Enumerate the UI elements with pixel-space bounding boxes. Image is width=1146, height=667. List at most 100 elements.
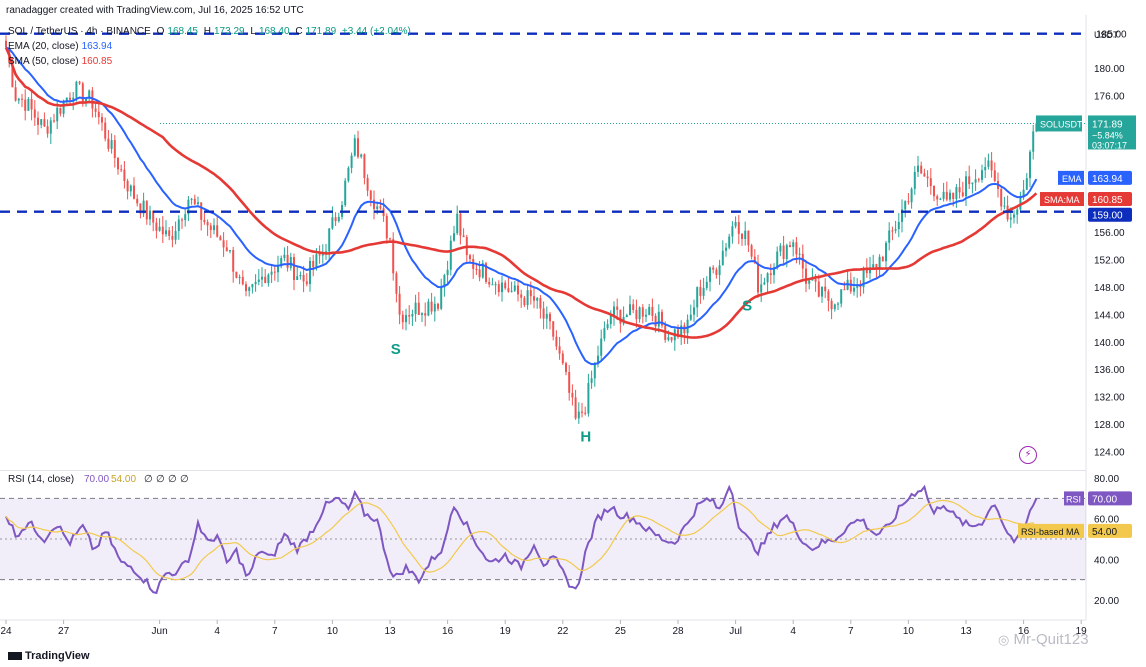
candle-body[interactable] xyxy=(545,313,548,319)
candle-body[interactable] xyxy=(158,226,161,231)
candle-body[interactable] xyxy=(1029,151,1031,179)
candle-body[interactable] xyxy=(309,260,311,285)
candle-body[interactable] xyxy=(715,269,718,275)
candle-body[interactable] xyxy=(686,319,689,334)
candle-body[interactable] xyxy=(897,221,900,230)
candle-body[interactable] xyxy=(430,301,433,312)
candle-body[interactable] xyxy=(395,273,398,294)
pane-separator[interactable] xyxy=(0,470,1086,471)
candle-body[interactable] xyxy=(1025,178,1028,190)
candle-body[interactable] xyxy=(833,304,836,310)
candle-body[interactable] xyxy=(952,192,955,200)
candle-body[interactable] xyxy=(741,233,743,239)
candle-body[interactable] xyxy=(529,290,532,297)
candle-body[interactable] xyxy=(257,279,260,282)
candle-body[interactable] xyxy=(174,231,177,240)
candle-body[interactable] xyxy=(894,229,897,231)
candle-body[interactable] xyxy=(56,107,59,122)
candle-body[interactable] xyxy=(273,271,276,273)
candle-body[interactable] xyxy=(142,200,145,214)
candle-body[interactable] xyxy=(296,276,299,281)
candle-body[interactable] xyxy=(417,302,420,316)
candle-body[interactable] xyxy=(88,90,91,99)
candle-body[interactable] xyxy=(827,291,830,301)
candle-body[interactable] xyxy=(328,228,331,252)
candle-body[interactable] xyxy=(481,263,484,278)
candle-body[interactable] xyxy=(987,160,990,167)
candle-body[interactable] xyxy=(872,264,875,268)
candle-body[interactable] xyxy=(552,321,555,337)
candle-body[interactable] xyxy=(558,346,561,354)
symbol-line[interactable]: SOL / TetherUS · 4h · BINANCE xyxy=(8,26,151,37)
candle-body[interactable] xyxy=(929,178,932,187)
candle-body[interactable] xyxy=(494,284,497,286)
candle-body[interactable] xyxy=(177,219,180,232)
lightning-icon[interactable]: ⚡ xyxy=(1019,446,1037,464)
candle-body[interactable] xyxy=(392,239,395,274)
candle-body[interactable] xyxy=(907,201,910,203)
candle-body[interactable] xyxy=(949,192,951,200)
candle-body[interactable] xyxy=(331,217,334,229)
candle-body[interactable] xyxy=(712,267,715,270)
candle-body[interactable] xyxy=(885,242,887,262)
candle-body[interactable] xyxy=(363,154,366,178)
candle-body[interactable] xyxy=(238,276,241,279)
candle-body[interactable] xyxy=(97,111,100,118)
candle-body[interactable] xyxy=(318,254,321,256)
candle-body[interactable] xyxy=(123,169,126,181)
candle-body[interactable] xyxy=(801,253,804,269)
candle-body[interactable] xyxy=(654,315,657,327)
candle-body[interactable] xyxy=(888,230,891,243)
candle-body[interactable] xyxy=(46,126,49,134)
candle-body[interactable] xyxy=(321,253,324,256)
candle-body[interactable] xyxy=(571,392,574,398)
candle-body[interactable] xyxy=(635,309,638,320)
candle-body[interactable] xyxy=(184,214,187,221)
candle-body[interactable] xyxy=(817,281,820,297)
candle-body[interactable] xyxy=(539,298,542,309)
candle-body[interactable] xyxy=(955,187,958,200)
candle-body[interactable] xyxy=(843,289,846,291)
candle-body[interactable] xyxy=(977,179,980,181)
candle-body[interactable] xyxy=(961,192,964,197)
candle-body[interactable] xyxy=(245,284,247,292)
candle-body[interactable] xyxy=(795,242,798,255)
candle-body[interactable] xyxy=(24,99,27,111)
candle-body[interactable] xyxy=(581,411,583,413)
candle-body[interactable] xyxy=(638,307,641,320)
candle-body[interactable] xyxy=(747,230,750,246)
candle-body[interactable] xyxy=(923,173,926,177)
candle-body[interactable] xyxy=(219,236,222,241)
candle-body[interactable] xyxy=(798,253,801,255)
candle-body[interactable] xyxy=(17,98,20,101)
candle-body[interactable] xyxy=(942,191,945,199)
candle-body[interactable] xyxy=(478,269,481,278)
candle-body[interactable] xyxy=(5,40,7,48)
candle-body[interactable] xyxy=(523,297,526,306)
candle-body[interactable] xyxy=(405,315,407,323)
candle-body[interactable] xyxy=(286,254,289,268)
candle-body[interactable] xyxy=(171,235,174,240)
candle-body[interactable] xyxy=(513,285,516,291)
candle-body[interactable] xyxy=(424,313,427,316)
candle-body[interactable] xyxy=(590,378,593,384)
candle-body[interactable] xyxy=(702,287,705,296)
candle-body[interactable] xyxy=(62,100,65,114)
candle-body[interactable] xyxy=(302,274,305,282)
candle-body[interactable] xyxy=(779,245,782,252)
candle-body[interactable] xyxy=(1009,217,1012,220)
candle-body[interactable] xyxy=(1032,131,1035,152)
candle-body[interactable] xyxy=(776,251,779,268)
candle-body[interactable] xyxy=(840,289,843,304)
candle-body[interactable] xyxy=(814,279,817,282)
candle-body[interactable] xyxy=(113,140,116,159)
candle-body[interactable] xyxy=(497,284,500,293)
candle-body[interactable] xyxy=(859,286,862,288)
candle-body[interactable] xyxy=(958,187,961,193)
ema-legend[interactable]: EMA (20, close) 163.94 xyxy=(8,41,115,52)
candle-body[interactable] xyxy=(264,276,267,284)
candle-body[interactable] xyxy=(491,284,494,286)
candle-body[interactable] xyxy=(133,185,135,199)
candle-body[interactable] xyxy=(376,206,379,209)
candle-body[interactable] xyxy=(936,196,939,200)
